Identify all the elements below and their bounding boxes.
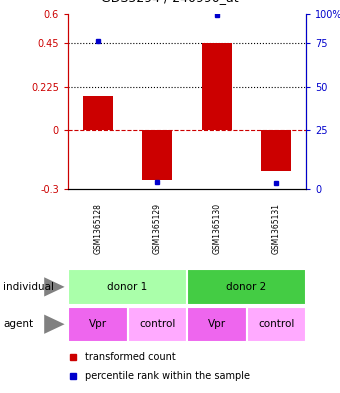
Text: Vpr: Vpr xyxy=(208,319,226,329)
Text: GDS5294 / 240990_at: GDS5294 / 240990_at xyxy=(101,0,239,4)
Bar xyxy=(261,130,291,171)
Polygon shape xyxy=(44,314,65,334)
Text: GSM1365130: GSM1365130 xyxy=(212,203,221,255)
Text: percentile rank within the sample: percentile rank within the sample xyxy=(85,371,250,382)
Text: GSM1365131: GSM1365131 xyxy=(272,204,281,254)
Text: donor 2: donor 2 xyxy=(226,282,267,292)
Bar xyxy=(68,269,187,305)
Bar xyxy=(142,130,172,180)
Polygon shape xyxy=(44,277,65,296)
Bar xyxy=(246,307,306,342)
Bar xyxy=(187,269,306,305)
Bar xyxy=(202,43,232,130)
Bar xyxy=(83,96,113,130)
Text: agent: agent xyxy=(3,319,34,329)
Text: control: control xyxy=(139,319,175,329)
Text: control: control xyxy=(258,319,294,329)
Text: GSM1365128: GSM1365128 xyxy=(93,204,102,254)
Text: GSM1365129: GSM1365129 xyxy=(153,204,162,254)
Text: individual: individual xyxy=(3,282,54,292)
Text: donor 1: donor 1 xyxy=(107,282,148,292)
Text: transformed count: transformed count xyxy=(85,351,175,362)
Bar xyxy=(68,307,128,342)
Text: Vpr: Vpr xyxy=(89,319,107,329)
Bar xyxy=(128,307,187,342)
Bar xyxy=(187,307,246,342)
